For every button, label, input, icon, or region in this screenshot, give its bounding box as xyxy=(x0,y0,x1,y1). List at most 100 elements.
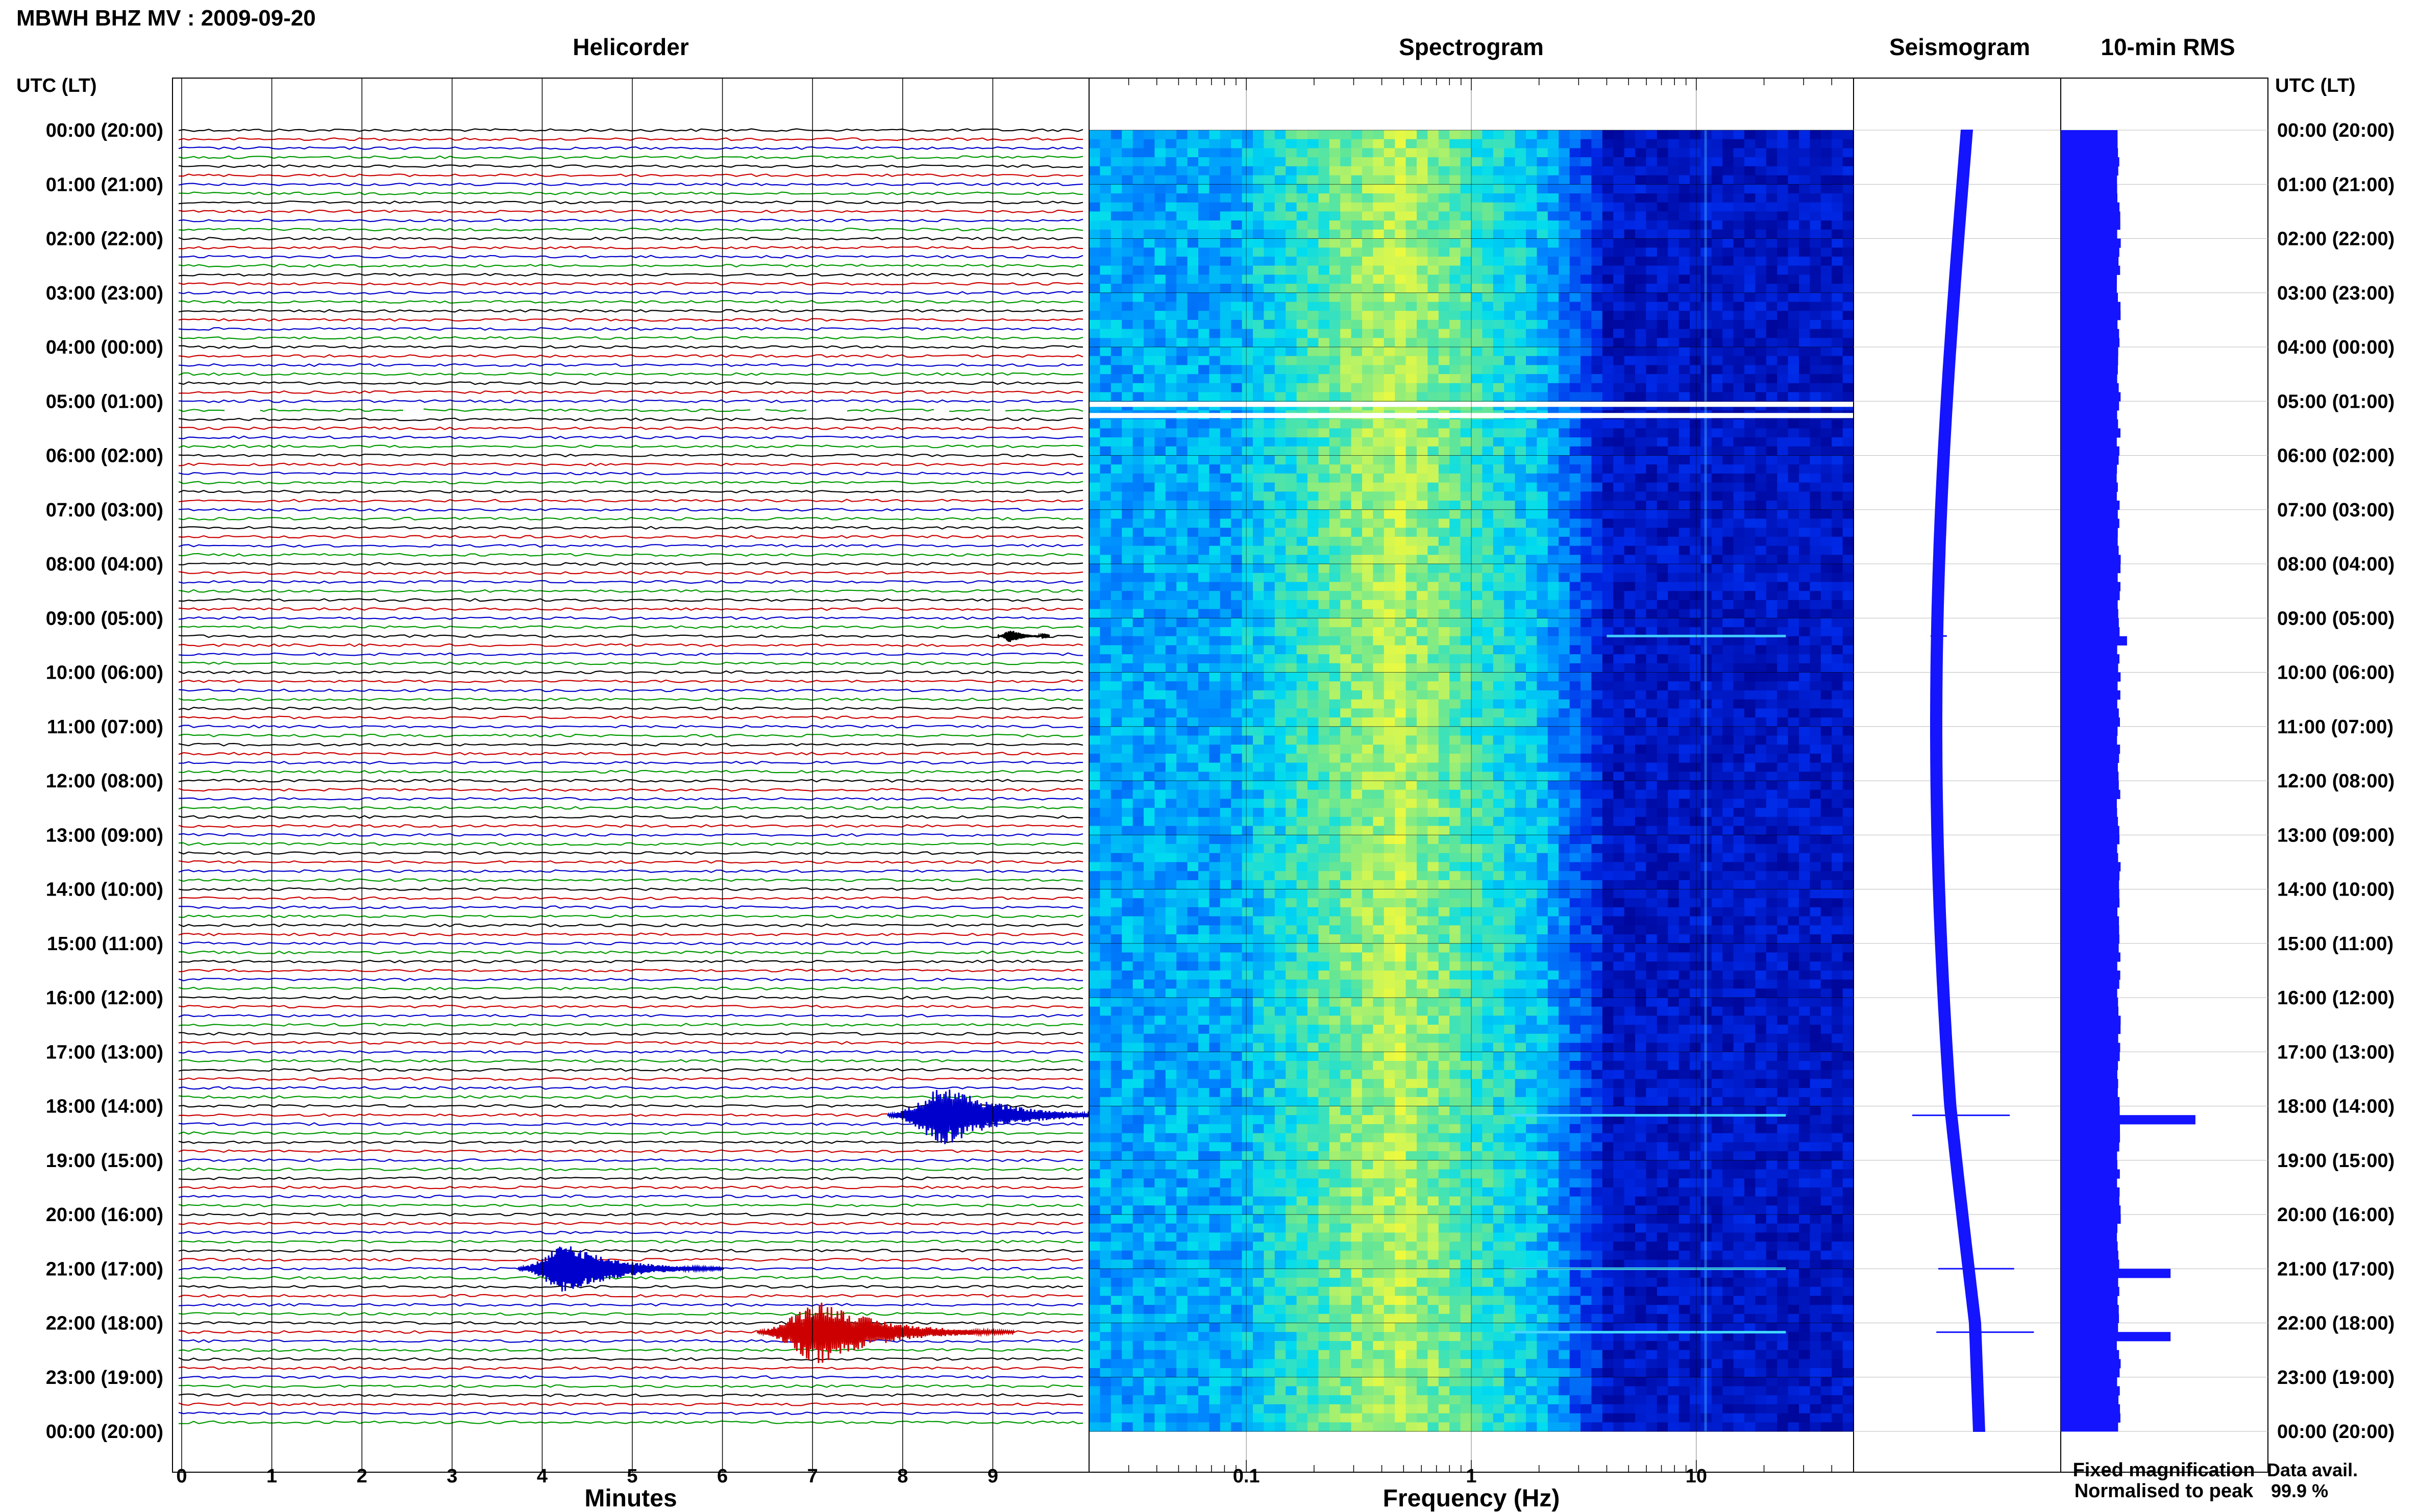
spectrogram-cell xyxy=(1176,1214,1188,1224)
spectrogram-cell xyxy=(1362,835,1373,845)
spectrogram-cell xyxy=(1198,672,1210,682)
spectrogram-cell xyxy=(1122,473,1133,483)
spectrogram-cell xyxy=(1253,437,1264,447)
spectrogram-cell xyxy=(1144,1323,1155,1332)
spectrogram-cell xyxy=(1165,437,1177,447)
spectrogram-cell xyxy=(1187,1323,1199,1332)
spectrogram-cell xyxy=(1187,654,1199,664)
spectrogram-cell xyxy=(1132,988,1144,998)
spectrogram-cell xyxy=(1132,835,1144,845)
spectrogram-cell xyxy=(1274,1043,1286,1052)
spectrogram-cell xyxy=(1307,546,1319,555)
spectrogram-cell xyxy=(1274,1025,1286,1034)
spectrogram-cell xyxy=(1242,699,1253,709)
spectrogram-cell xyxy=(1242,419,1253,429)
helicorder-trace xyxy=(178,426,1083,430)
spectrogram-cell xyxy=(1373,518,1385,528)
spectrogram-cell xyxy=(1373,419,1385,429)
spectrogram-cell xyxy=(1242,627,1253,637)
spectrogram-cell xyxy=(1231,789,1243,799)
spectrogram-cell xyxy=(1100,1359,1112,1369)
helicorder-trace xyxy=(178,1366,1083,1370)
spectrogram-cell xyxy=(1154,1142,1166,1152)
spectrogram-cell xyxy=(1373,1070,1385,1079)
spectrogram-cell xyxy=(1253,699,1264,709)
helicorder-event xyxy=(517,1246,725,1292)
spectrogram-cell xyxy=(1307,1422,1319,1432)
spectrogram-cell xyxy=(1384,799,1395,808)
spectrogram-cell xyxy=(1122,265,1133,275)
spectrogram-cell xyxy=(1198,419,1210,429)
spectrogram-cell xyxy=(1362,148,1373,158)
spectrogram-cell xyxy=(1220,509,1231,519)
spectrogram-cell xyxy=(1231,988,1243,998)
spectrogram-cell xyxy=(1296,799,1308,808)
spectrogram-cell xyxy=(1242,1332,1253,1342)
spectrogram-cell xyxy=(1198,789,1210,799)
spectrogram-cell xyxy=(1209,753,1221,763)
spectrogram-cell xyxy=(1165,1259,1177,1269)
helicorder-trace xyxy=(178,1068,1083,1072)
spectrogram-cell xyxy=(1329,916,1341,926)
spectrogram-cell xyxy=(1329,1133,1341,1143)
spectrogram-cell xyxy=(1264,1359,1275,1369)
spectrogram-cell xyxy=(1417,961,1428,971)
spectrogram-cell xyxy=(1340,862,1352,872)
spectrogram-cell xyxy=(1209,166,1221,176)
spectrogram-cell xyxy=(1318,618,1330,628)
spectrogram-cell xyxy=(1110,961,1122,971)
spectrogram-cell xyxy=(1089,1115,1100,1125)
spectrogram-cell xyxy=(1198,509,1210,519)
spectrogram-cell xyxy=(1220,1124,1231,1134)
spectrogram-cell xyxy=(1144,690,1155,700)
spectrogram-cell xyxy=(1438,482,1450,492)
spectrogram-cell xyxy=(1340,1160,1352,1170)
spectrogram-cell xyxy=(1165,491,1177,501)
spectrogram-cell xyxy=(1144,202,1155,212)
spectrogram-cell xyxy=(1242,130,1253,140)
spectrogram-cell xyxy=(1089,365,1100,375)
spectrogram-cell xyxy=(1264,672,1275,682)
spectrogram-cell xyxy=(1384,1160,1395,1170)
spectrogram-cell xyxy=(1220,1151,1231,1161)
spectrogram-cell xyxy=(1176,1223,1188,1233)
spectrogram-cell xyxy=(1274,998,1286,1007)
spectrogram-cell xyxy=(1154,365,1166,375)
spectrogram-cell xyxy=(1100,1350,1112,1359)
spectrogram-cell xyxy=(1100,1025,1112,1034)
spectrogram-cell xyxy=(1165,265,1177,275)
helicorder-trace xyxy=(178,381,1083,385)
spectrogram-cell xyxy=(1209,907,1221,917)
spectrogram-cell xyxy=(1427,419,1439,429)
spectrogram-cell xyxy=(1384,211,1395,221)
spectrogram-cell xyxy=(1122,546,1133,555)
spectrogram-cell xyxy=(1242,816,1253,827)
spectrogram-cell xyxy=(1100,528,1112,537)
spectrogram-cell xyxy=(1154,1151,1166,1161)
spectrogram-cell xyxy=(1395,247,1406,257)
spectrogram-cell xyxy=(1286,1106,1297,1116)
spectrogram-cell xyxy=(1122,952,1133,962)
spectrogram-cell xyxy=(1220,1242,1231,1251)
spectrogram-cell xyxy=(1340,907,1352,917)
spectrogram-cell xyxy=(1296,1422,1308,1432)
spectrogram-cell xyxy=(1307,916,1319,926)
spectrogram-cell xyxy=(1100,618,1112,628)
spectrogram-cell xyxy=(1351,211,1363,221)
spectrogram-cell xyxy=(1132,654,1144,664)
spectrogram-cell xyxy=(1220,1205,1231,1215)
spectrogram-cell xyxy=(1329,789,1341,799)
spectrogram-cell xyxy=(1395,130,1406,140)
spectrogram-cell xyxy=(1144,1214,1155,1224)
spectrogram-cell xyxy=(1286,319,1297,330)
spectrogram-cell xyxy=(1231,636,1243,646)
spectrogram-cell xyxy=(1110,871,1122,881)
spectrogram-cell xyxy=(1231,518,1243,528)
spectrogram-cell xyxy=(1286,365,1297,375)
spectrogram-cell xyxy=(1264,455,1275,465)
spectrogram-cell xyxy=(1154,374,1166,384)
spectrogram-cell xyxy=(1100,275,1112,284)
spectrogram-cell xyxy=(1427,1187,1439,1197)
spectrogram-cell xyxy=(1176,1006,1188,1016)
helicorder-trace xyxy=(178,1249,1083,1253)
